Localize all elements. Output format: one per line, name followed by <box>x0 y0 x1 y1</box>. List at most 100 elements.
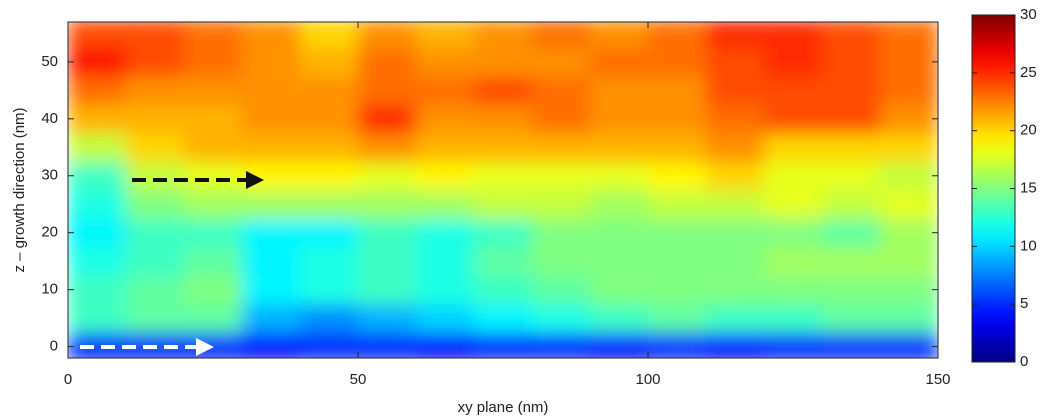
heat-cell <box>590 303 649 333</box>
heat-cell <box>242 303 301 333</box>
heat-cell <box>300 190 359 219</box>
heat-cell <box>648 275 707 305</box>
heat-cell <box>474 332 533 358</box>
heat-cell <box>764 190 823 219</box>
heat-cell <box>764 76 823 106</box>
heat-cell <box>532 104 591 134</box>
heat-cell <box>532 190 591 219</box>
heat-cell <box>706 303 765 333</box>
heat-cell <box>474 133 533 163</box>
heat-cell <box>706 218 765 248</box>
heat-cell <box>648 47 707 77</box>
heat-cell <box>416 275 475 305</box>
heat-cell <box>764 218 823 248</box>
heat-cell <box>300 332 359 358</box>
annotation-arrow <box>80 338 214 356</box>
heat-cell <box>358 161 417 191</box>
heat-cell <box>822 190 881 219</box>
heat-cell <box>880 104 938 134</box>
colorbar-tick-label: 20 <box>1020 122 1037 139</box>
heat-cell <box>416 218 475 248</box>
heat-cell <box>300 303 359 333</box>
heat-cell <box>474 22 533 49</box>
colorbar-tick-label: 15 <box>1020 179 1037 196</box>
heat-cell <box>474 47 533 77</box>
heat-cell <box>242 104 301 134</box>
heat-cell <box>126 133 185 163</box>
heat-cell <box>68 161 127 191</box>
heat-cell <box>648 190 707 219</box>
heat-cell <box>590 161 649 191</box>
heat-cell <box>706 246 765 276</box>
heat-cell <box>706 332 765 358</box>
x-tick-label: 150 <box>925 371 950 388</box>
heat-cell <box>822 76 881 106</box>
heat-cell <box>184 275 243 305</box>
heat-cell <box>880 76 938 106</box>
colorbar-tick-label: 5 <box>1020 295 1028 312</box>
heatmap <box>68 22 938 358</box>
heat-cell <box>822 133 881 163</box>
heat-cell <box>126 218 185 248</box>
heat-cell <box>880 190 938 219</box>
heat-cell <box>706 190 765 219</box>
heat-cell <box>880 22 938 49</box>
heat-cell <box>242 133 301 163</box>
heat-cell <box>648 246 707 276</box>
heat-cell <box>764 104 823 134</box>
heat-cell <box>822 332 881 358</box>
heat-cell <box>648 218 707 248</box>
heat-cell <box>474 190 533 219</box>
heat-cell <box>474 218 533 248</box>
heat-cell <box>68 275 127 305</box>
heat-cell <box>648 104 707 134</box>
y-tick-label: 20 <box>41 224 58 241</box>
colorbar-tick-label: 30 <box>1020 6 1037 23</box>
heat-cell <box>184 303 243 333</box>
heat-cell <box>532 22 591 49</box>
heat-cell <box>880 246 938 276</box>
heat-cell <box>300 22 359 49</box>
heat-cell <box>416 303 475 333</box>
heat-cell <box>184 104 243 134</box>
heat-cell <box>126 22 185 49</box>
annotation-arrow <box>132 171 264 189</box>
x-tick-label: 100 <box>635 371 660 388</box>
colorbar-tick-label: 0 <box>1020 353 1028 370</box>
heat-cell <box>590 246 649 276</box>
heat-cell <box>68 246 127 276</box>
heat-cell <box>706 104 765 134</box>
heat-cell <box>822 246 881 276</box>
heat-cell <box>764 47 823 77</box>
heat-cell <box>126 190 185 219</box>
heat-cell <box>126 246 185 276</box>
heat-cell <box>648 22 707 49</box>
heat-cell <box>184 190 243 219</box>
heat-cell <box>416 332 475 358</box>
heat-cell <box>648 76 707 106</box>
heat-cell <box>300 133 359 163</box>
heat-cell <box>706 133 765 163</box>
heat-cell <box>68 22 127 49</box>
heat-cell <box>358 303 417 333</box>
heat-cell <box>532 246 591 276</box>
heat-cell <box>300 76 359 106</box>
y-axis-label: z – growth direction (nm) <box>11 107 28 272</box>
heat-cell <box>358 22 417 49</box>
heat-cell <box>300 47 359 77</box>
heat-cell <box>300 275 359 305</box>
heat-cell <box>242 22 301 49</box>
heat-cell <box>416 161 475 191</box>
y-tick-label: 30 <box>41 167 58 184</box>
heat-cell <box>358 218 417 248</box>
heat-cell <box>880 47 938 77</box>
heat-cell <box>590 133 649 163</box>
heat-cell <box>764 275 823 305</box>
heat-cell <box>590 22 649 49</box>
heat-cell <box>68 76 127 106</box>
colorbar <box>971 14 1016 363</box>
heat-cell <box>358 104 417 134</box>
colorbar-tick-label: 25 <box>1020 64 1037 81</box>
heat-cell <box>474 104 533 134</box>
heat-cell <box>358 246 417 276</box>
